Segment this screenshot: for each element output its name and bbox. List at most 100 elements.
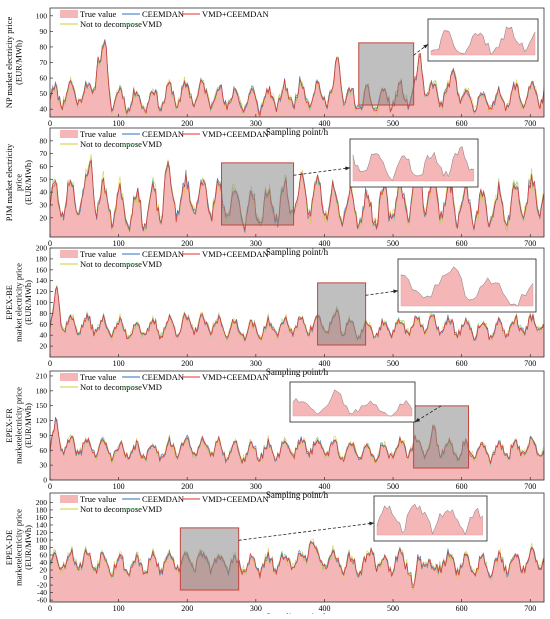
x-tick-label: 100: [113, 119, 125, 128]
series-line-vmd-ceemdan: [49, 541, 545, 588]
legend-label: CEEMDAN: [142, 129, 184, 139]
x-axis-label: Sampling point/h: [266, 490, 329, 500]
legend-label: CEEMDAN: [142, 372, 184, 382]
legend-label: VMD: [142, 382, 162, 392]
zoom-region: [221, 162, 295, 226]
x-tick-label: 400: [318, 604, 330, 613]
y-tick-label: -20: [37, 581, 47, 590]
zoom-inset-line: [430, 26, 536, 55]
y-tick-label: 30: [40, 461, 48, 470]
y-tick-label: 50: [40, 175, 48, 184]
y-tick-label: 90: [40, 431, 48, 440]
x-tick-label: 200: [181, 119, 193, 128]
y-axis-label-line: (EUR/MWh): [14, 40, 24, 85]
zoom-arrow-head: [345, 166, 350, 171]
y-tick-label: 180: [36, 505, 48, 514]
y-tick-label: -60: [37, 596, 47, 605]
y-tick-label: 20: [40, 342, 48, 351]
zoom-inset-line: [376, 503, 483, 536]
y-axis-label-line: (EUR/MWh): [23, 403, 33, 448]
y-axis-label-line: (EUR/MWh): [23, 525, 33, 570]
y-tick-label: 200: [36, 498, 48, 507]
series-line-vmd-ceemdan: [49, 159, 545, 231]
x-tick-label: 500: [387, 604, 399, 613]
legend: True value CEEMDAN VMD+CEEMDAN Not to decom…: [60, 494, 269, 514]
legend-label: VMD: [142, 504, 162, 514]
legend-label: True value: [80, 494, 117, 504]
legend-label: True value: [80, 9, 117, 19]
x-tick-label: 300: [250, 604, 262, 613]
y-tick-label: 20: [40, 566, 48, 575]
x-tick-label: 300: [250, 482, 262, 491]
x-tick-label: 0: [48, 359, 52, 368]
legend-label: True value: [80, 249, 117, 259]
legend-label: VMD+CEEMDAN: [202, 129, 269, 139]
y-tick-label: 80: [40, 543, 48, 552]
x-tick-label: 700: [524, 119, 536, 128]
x-tick-label: 200: [181, 482, 193, 491]
zoom-region: [413, 405, 470, 469]
y-tick-label: 50: [40, 89, 48, 98]
y-tick-label: 140: [36, 276, 48, 285]
legend-label: CEEMDAN: [142, 249, 184, 259]
y-tick-label: 60: [40, 162, 48, 171]
zoom-inset-line: [292, 389, 413, 417]
x-tick-label: 600: [456, 239, 468, 248]
y-tick-label: 40: [40, 558, 48, 567]
x-tick-label: 300: [250, 359, 262, 368]
y-tick-label: 100: [36, 298, 48, 307]
x-tick-label: 700: [524, 482, 536, 491]
y-axis-label: PJM market electricityprice(EUR/MWh): [4, 143, 33, 221]
y-axis-label-line: NP market electricity price: [4, 17, 14, 109]
series-line-vmd-ceemdan: [49, 39, 545, 118]
y-tick-label: 0: [43, 573, 47, 582]
x-tick-label: 100: [113, 604, 125, 613]
legend-label: VMD: [142, 259, 162, 269]
x-tick-label: 100: [113, 482, 125, 491]
zoom-inset-line: [400, 266, 534, 307]
legend-label: Not to decompose: [80, 382, 142, 392]
x-tick-label: 400: [318, 482, 330, 491]
y-axis-label-line: marketelectricity price: [14, 387, 24, 464]
zoom-arrow: [414, 405, 442, 423]
y-tick-label: 120: [36, 416, 48, 425]
legend-label: VMD: [142, 139, 162, 149]
y-tick-label: 120: [36, 287, 48, 296]
x-tick-label: 100: [113, 239, 125, 248]
y-axis-label: EPEX-FRmarketelectricity price(EUR/MWh): [4, 387, 33, 464]
x-tick-label: 0: [48, 239, 52, 248]
y-tick-label: 60: [40, 320, 48, 329]
series-line-vmd: [49, 40, 545, 118]
axes-frame: [49, 127, 545, 238]
x-tick-label: 600: [456, 119, 468, 128]
y-axis-label-line: EPEX-FR: [4, 408, 14, 443]
x-tick-label: 700: [524, 604, 536, 613]
y-axis-label-line: market electricity price: [14, 263, 24, 342]
y-tick-label: 90: [40, 27, 48, 36]
zoom-arrow-head: [369, 521, 374, 526]
x-tick-label: 600: [456, 359, 468, 368]
x-tick-label: 300: [250, 239, 262, 248]
y-tick-label: 40: [40, 331, 48, 340]
zoom-arrow: [293, 167, 351, 176]
y-tick-label: 70: [40, 58, 48, 67]
x-tick-label: 500: [387, 239, 399, 248]
legend-label: Not to decompose: [80, 139, 142, 149]
legend-label: VMD+CEEMDAN: [202, 494, 269, 504]
legend-label: VMD+CEEMDAN: [202, 372, 269, 382]
x-axis-label: Sampling point/h: [266, 367, 329, 377]
x-tick-label: 0: [48, 119, 52, 128]
y-axis-label-line: (EUR/MWh): [23, 280, 33, 325]
zoom-region: [317, 282, 367, 346]
y-tick-label: 60: [40, 74, 48, 83]
y-axis-label: EPEX-BEmarket electricity price(EUR/MWh): [4, 263, 33, 342]
legend-swatch: [60, 373, 78, 381]
chart-panel-5: 0 100 200 300 400 500 600 700-60-40-20020406080…: [4, 492, 545, 619]
x-tick-label: 600: [456, 604, 468, 613]
chart-panel-1: 0 100 200 300 400 500 600 700 40 50 60 70 80 90 100 Sam…: [4, 7, 545, 137]
zoom-inset-line: [352, 146, 474, 181]
x-axis-label: Sampling point/h: [266, 247, 329, 257]
x-tick-label: 500: [387, 482, 399, 491]
y-tick-label: 60: [40, 551, 48, 560]
